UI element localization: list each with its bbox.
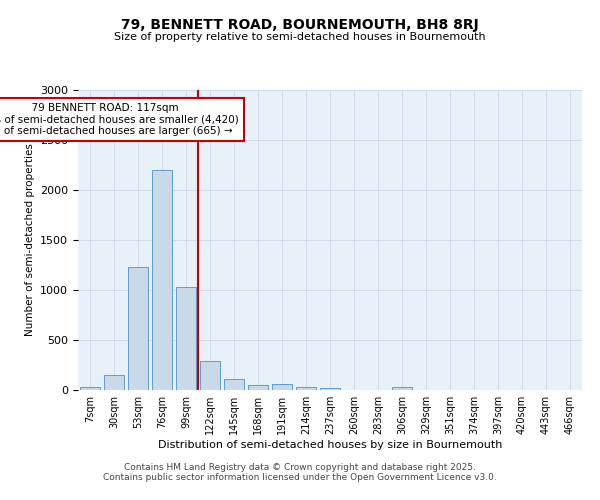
Bar [152,170,172,390]
X-axis label: Distribution of semi-detached houses by size in Bournemouth: Distribution of semi-detached houses by … [158,440,502,450]
Bar [128,267,148,390]
Bar [104,375,124,390]
Bar [200,361,220,390]
Text: Contains public sector information licensed under the Open Government Licence v3: Contains public sector information licen… [103,472,497,482]
Y-axis label: Number of semi-detached properties: Number of semi-detached properties [25,144,35,336]
Bar [272,384,292,390]
Bar [176,287,196,390]
Bar [248,384,268,390]
Bar [296,386,316,390]
Bar [392,387,412,390]
Text: 79, BENNETT ROAD, BOURNEMOUTH, BH8 8RJ: 79, BENNETT ROAD, BOURNEMOUTH, BH8 8RJ [121,18,479,32]
Text: Contains HM Land Registry data © Crown copyright and database right 2025.: Contains HM Land Registry data © Crown c… [124,462,476,471]
Text: 79 BENNETT ROAD: 117sqm
← 86% of semi-detached houses are smaller (4,420)
  13% : 79 BENNETT ROAD: 117sqm ← 86% of semi-de… [0,103,238,136]
Bar [224,379,244,390]
Bar [320,388,340,390]
Text: Size of property relative to semi-detached houses in Bournemouth: Size of property relative to semi-detach… [114,32,486,42]
Bar [80,387,100,390]
